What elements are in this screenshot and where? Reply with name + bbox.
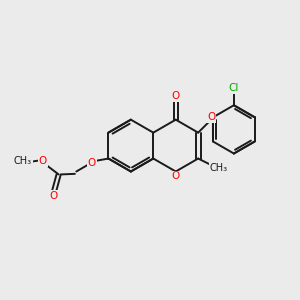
Text: O: O xyxy=(88,158,96,168)
Text: O: O xyxy=(172,92,180,101)
Text: CH₃: CH₃ xyxy=(14,156,32,166)
Text: Cl: Cl xyxy=(229,83,239,93)
Text: CH₃: CH₃ xyxy=(210,163,228,173)
Text: O: O xyxy=(50,191,58,201)
Text: O: O xyxy=(39,156,47,166)
Text: O: O xyxy=(207,112,215,122)
Text: O: O xyxy=(172,172,180,182)
